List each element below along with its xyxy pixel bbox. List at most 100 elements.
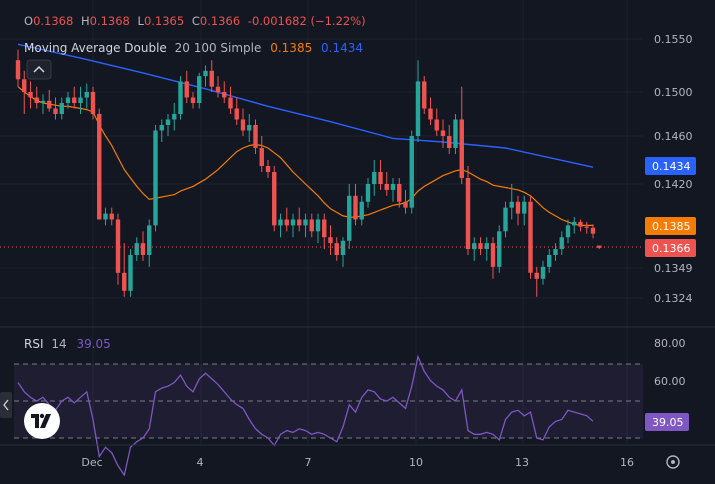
candle-body bbox=[578, 221, 583, 227]
candle-body bbox=[478, 243, 483, 250]
candle-body bbox=[190, 97, 196, 103]
candlestick-series bbox=[15, 49, 602, 297]
candle-body bbox=[15, 60, 21, 80]
candle-body bbox=[465, 178, 471, 250]
candle-body bbox=[365, 184, 371, 202]
candle-body bbox=[347, 195, 352, 241]
candle-body bbox=[522, 201, 527, 214]
collapse-legend-button[interactable] bbox=[26, 59, 52, 80]
chevron-up-icon bbox=[33, 65, 45, 73]
candle-body bbox=[434, 119, 439, 131]
candle-body bbox=[234, 108, 239, 120]
candle-body bbox=[122, 272, 127, 291]
candle-body bbox=[334, 243, 339, 255]
candle-body bbox=[415, 81, 421, 136]
candle-body bbox=[90, 92, 96, 114]
candle-body bbox=[428, 108, 433, 120]
candle-body bbox=[440, 130, 446, 136]
candle-body bbox=[159, 125, 164, 131]
candle-body bbox=[559, 237, 564, 250]
svg-text:0.1500: 0.1500 bbox=[654, 86, 693, 99]
candle-body bbox=[547, 254, 552, 267]
candle-body bbox=[272, 172, 277, 226]
candle-body bbox=[565, 225, 571, 238]
candle-body bbox=[472, 243, 477, 250]
candle-body bbox=[115, 219, 121, 273]
gear-icon bbox=[666, 455, 680, 469]
candle-body bbox=[309, 219, 314, 232]
candle-body bbox=[128, 254, 133, 291]
candle-body bbox=[340, 240, 346, 255]
svg-text:0.1420: 0.1420 bbox=[654, 178, 693, 191]
candle-body bbox=[253, 125, 258, 148]
time-axis[interactable]: Dec 4 7 10 13 16 bbox=[81, 456, 634, 469]
candle-body bbox=[278, 219, 283, 226]
candle-body bbox=[597, 245, 602, 248]
candle-body bbox=[65, 97, 71, 103]
svg-text:16: 16 bbox=[620, 456, 634, 469]
candle-body bbox=[553, 249, 558, 255]
candle-body bbox=[403, 201, 408, 208]
candle-body bbox=[109, 213, 114, 220]
svg-text:0.1366: 0.1366 bbox=[652, 242, 691, 255]
candle-body bbox=[322, 219, 327, 238]
candle-body bbox=[203, 70, 208, 77]
svg-text:60.00: 60.00 bbox=[654, 375, 686, 388]
candle-body bbox=[22, 79, 27, 92]
price-axis[interactable]: 0.1550 0.1500 0.1460 0.1420 0.1349 0.132… bbox=[654, 33, 693, 305]
candle-body bbox=[484, 243, 489, 250]
candle-body bbox=[78, 97, 83, 103]
candle-body bbox=[540, 266, 546, 279]
candle-body bbox=[72, 97, 77, 103]
svg-text:10: 10 bbox=[409, 456, 423, 469]
candle-body bbox=[84, 92, 89, 98]
candle-body bbox=[172, 114, 177, 120]
candle-body bbox=[384, 184, 389, 190]
candle-body bbox=[490, 243, 496, 267]
tradingview-logo[interactable] bbox=[24, 403, 60, 439]
svg-text:0.1349: 0.1349 bbox=[654, 262, 693, 275]
svg-text:0.1324: 0.1324 bbox=[654, 292, 693, 305]
candle-body bbox=[315, 219, 321, 232]
candle-body bbox=[28, 92, 33, 98]
candle-body bbox=[178, 81, 183, 114]
ma-slow-price-badge: 0.1434 bbox=[645, 157, 696, 175]
candle-body bbox=[409, 136, 414, 208]
candle-body bbox=[509, 201, 514, 208]
candle-body bbox=[503, 207, 508, 232]
candle-body bbox=[515, 201, 521, 214]
candle-body bbox=[459, 119, 464, 178]
svg-text:80.00: 80.00 bbox=[654, 337, 686, 350]
chevron-left-icon bbox=[3, 399, 9, 411]
svg-text:0.1385: 0.1385 bbox=[652, 220, 691, 233]
candle-body bbox=[284, 219, 289, 226]
candle-body bbox=[222, 92, 227, 98]
ma-fast-line bbox=[17, 86, 593, 226]
svg-text:O0.1368 H0.1368 L0: O0.1368 H0.1368 L0.1365 C0.1366 -0.00168… bbox=[24, 14, 366, 28]
candle-body bbox=[103, 213, 108, 220]
svg-text:0.1434: 0.1434 bbox=[652, 160, 691, 173]
scroll-left-handle[interactable] bbox=[0, 392, 12, 418]
price-grid bbox=[0, 0, 643, 445]
svg-text:39.05: 39.05 bbox=[652, 416, 684, 429]
candle-body bbox=[590, 227, 596, 234]
candle-body bbox=[97, 114, 102, 220]
candle-body bbox=[47, 100, 52, 109]
svg-text:13: 13 bbox=[515, 456, 529, 469]
ma-legend[interactable]: Moving Average Double 20 100 Simple 0.13… bbox=[24, 41, 363, 55]
svg-text:Dec: Dec bbox=[81, 456, 102, 469]
candle-body bbox=[209, 70, 214, 87]
ohlc-legend: O0.1368 H0.1368 L0.1365 C0.1366 -0.00168… bbox=[24, 14, 366, 28]
candle-body bbox=[422, 81, 427, 109]
chart-settings-button[interactable] bbox=[666, 455, 680, 469]
candle-body bbox=[53, 108, 58, 114]
candle-body bbox=[184, 81, 189, 98]
candle-body bbox=[528, 201, 533, 273]
rsi-legend[interactable]: RSI 14 39.05 bbox=[24, 337, 111, 351]
rsi-axis[interactable]: 80.00 60.00 bbox=[654, 337, 686, 388]
candle-body bbox=[359, 201, 364, 220]
candle-body bbox=[153, 130, 158, 226]
candle-body bbox=[165, 119, 171, 125]
svg-text:RSI 14 39.05: RSI 14 39.05 bbox=[24, 337, 111, 351]
